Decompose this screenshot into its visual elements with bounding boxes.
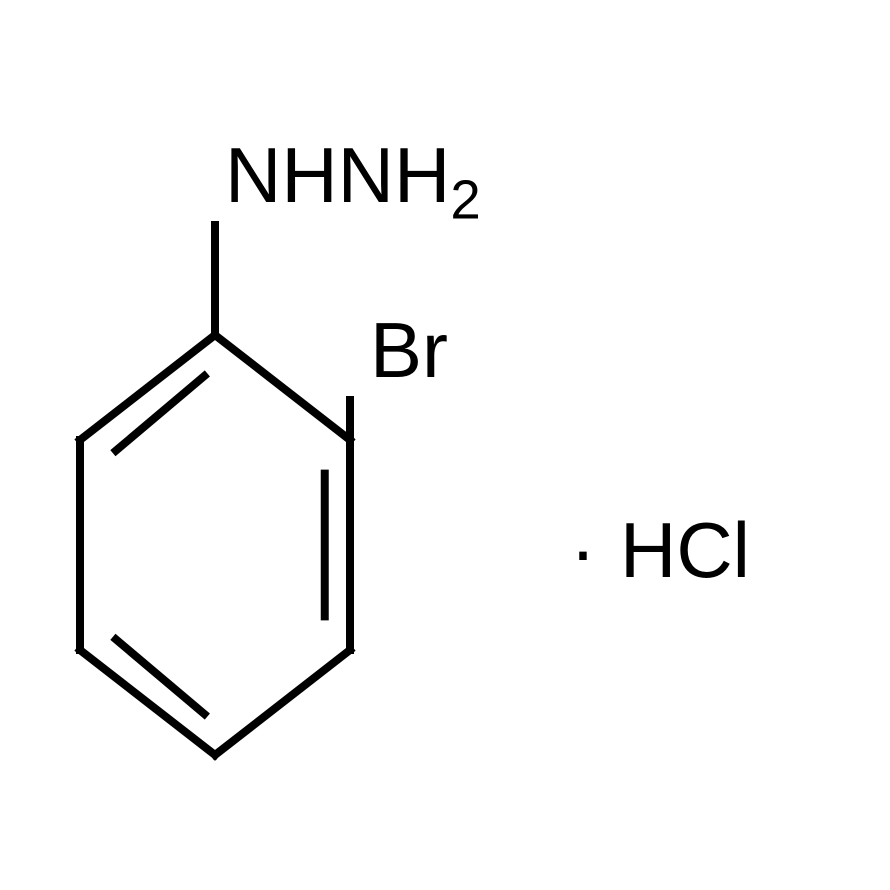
label-hcl: HCl [620, 505, 750, 596]
label-dot: · [570, 505, 596, 596]
label-br: Br [370, 305, 448, 396]
label-nhnh2: NHNH2 [225, 130, 481, 232]
